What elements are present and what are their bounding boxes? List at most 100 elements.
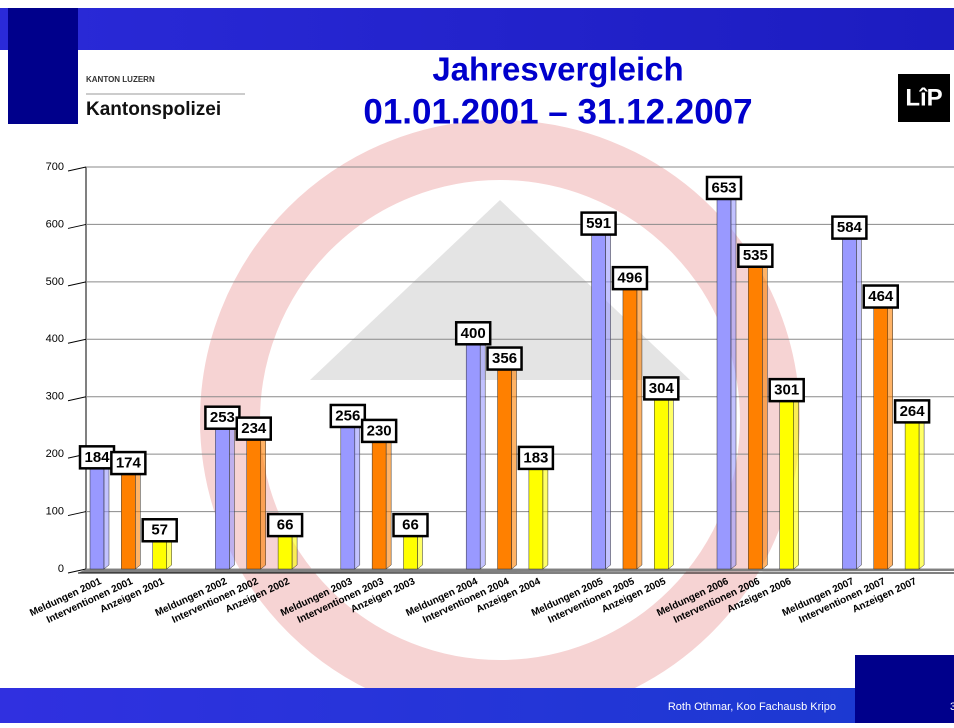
- data-label-box: [141, 518, 178, 543]
- data-label: 464: [868, 288, 894, 305]
- data-label: 264: [900, 403, 926, 420]
- bottom-band: [0, 688, 954, 723]
- badge-box: [898, 74, 950, 122]
- floor: [78, 569, 954, 573]
- tick-mark: [67, 568, 87, 574]
- tick-mark: [67, 338, 87, 344]
- bar: [340, 421, 356, 570]
- data-label: 584: [837, 219, 863, 236]
- data-label: 301: [774, 382, 799, 399]
- bar: [246, 434, 261, 570]
- data-label: 356: [492, 350, 517, 367]
- data-label-box: [768, 377, 805, 403]
- data-label-box: [893, 399, 931, 424]
- corner-block: [8, 8, 78, 124]
- data-label-box: [486, 346, 523, 371]
- bar-side: [479, 334, 486, 570]
- data-label-box: [329, 403, 367, 429]
- data-label-box: [266, 512, 304, 538]
- tick-mark: [67, 166, 87, 172]
- bar-side: [511, 360, 517, 570]
- y-tick-label: 600: [46, 218, 64, 230]
- data-label-box: [737, 243, 774, 269]
- data-label: 591: [586, 215, 611, 232]
- corner-block: [855, 655, 954, 723]
- data-label: 400: [461, 325, 486, 342]
- data-label-box: [392, 512, 429, 538]
- page-number: 3: [950, 701, 954, 713]
- data-label: 57: [151, 522, 168, 539]
- y-tick-label: 200: [46, 448, 64, 460]
- data-label: 256: [335, 407, 360, 424]
- data-label-box: [611, 265, 649, 291]
- y-tick-label: 500: [46, 276, 64, 288]
- tick-mark: [67, 223, 87, 229]
- bar: [465, 339, 481, 570]
- bar-side: [887, 298, 893, 570]
- bar: [121, 468, 136, 570]
- data-label-box: [705, 175, 743, 201]
- y-tick-label: 300: [46, 391, 64, 403]
- chart-title: 01.01.2001 – 31.12.2007: [363, 92, 752, 131]
- bar: [497, 364, 512, 570]
- y-tick-label: 100: [46, 505, 64, 517]
- bar: [89, 463, 105, 570]
- bar: [842, 233, 857, 570]
- data-label: 653: [711, 179, 736, 196]
- bar-side: [135, 464, 141, 570]
- bar-side: [856, 229, 862, 570]
- data-label: 183: [523, 449, 548, 466]
- bar-side: [762, 257, 768, 570]
- bar: [528, 463, 544, 570]
- data-label: 184: [84, 449, 110, 466]
- data-label-box: [643, 376, 680, 401]
- tick-mark: [67, 396, 87, 402]
- bar: [748, 261, 763, 570]
- data-label: 535: [743, 247, 768, 264]
- bar-side: [730, 189, 737, 570]
- bar: [716, 193, 732, 570]
- data-label: 66: [402, 517, 419, 534]
- data-label: 230: [367, 422, 392, 439]
- y-tick-label: 700: [46, 161, 64, 173]
- bar-side: [103, 458, 110, 570]
- data-label-box: [454, 321, 492, 346]
- data-label-box: [110, 450, 147, 476]
- footer-author: Roth Othmar, Koo Fachausb Kripo: [668, 701, 836, 713]
- data-label: 304: [649, 380, 675, 397]
- bar: [779, 395, 794, 570]
- bar: [591, 229, 606, 570]
- tick-mark: [67, 281, 87, 287]
- data-label: 253: [210, 409, 235, 426]
- data-label: 174: [116, 455, 142, 472]
- data-label-box: [360, 418, 398, 444]
- bar-side: [260, 430, 266, 570]
- bar-side: [229, 419, 235, 570]
- top-band: [0, 8, 954, 50]
- bar: [215, 423, 230, 570]
- chart-title: Jahresvergleich: [432, 51, 683, 88]
- bar: [654, 394, 669, 570]
- data-label: 496: [617, 270, 642, 287]
- bar-side: [542, 459, 549, 570]
- bar: [873, 302, 888, 570]
- bar-side: [918, 412, 925, 570]
- logo-name: Kantonspolizei: [86, 99, 221, 120]
- bar-side: [793, 391, 799, 570]
- bar: [371, 436, 387, 570]
- y-tick-label: 400: [46, 333, 64, 345]
- y-tick-label: 0: [58, 563, 64, 575]
- bar-side: [385, 432, 392, 570]
- bar-side: [636, 279, 643, 570]
- tick-mark: [67, 511, 87, 517]
- data-label: 66: [277, 517, 294, 534]
- data-label: 234: [241, 420, 267, 437]
- bar-side: [354, 417, 361, 570]
- badge: LîP: [905, 84, 942, 111]
- bar: [622, 283, 638, 570]
- data-label-box: [862, 284, 899, 309]
- logo-top: KANTON LUZERN: [86, 75, 155, 84]
- data-label-box: [831, 215, 868, 240]
- bar: [904, 417, 920, 570]
